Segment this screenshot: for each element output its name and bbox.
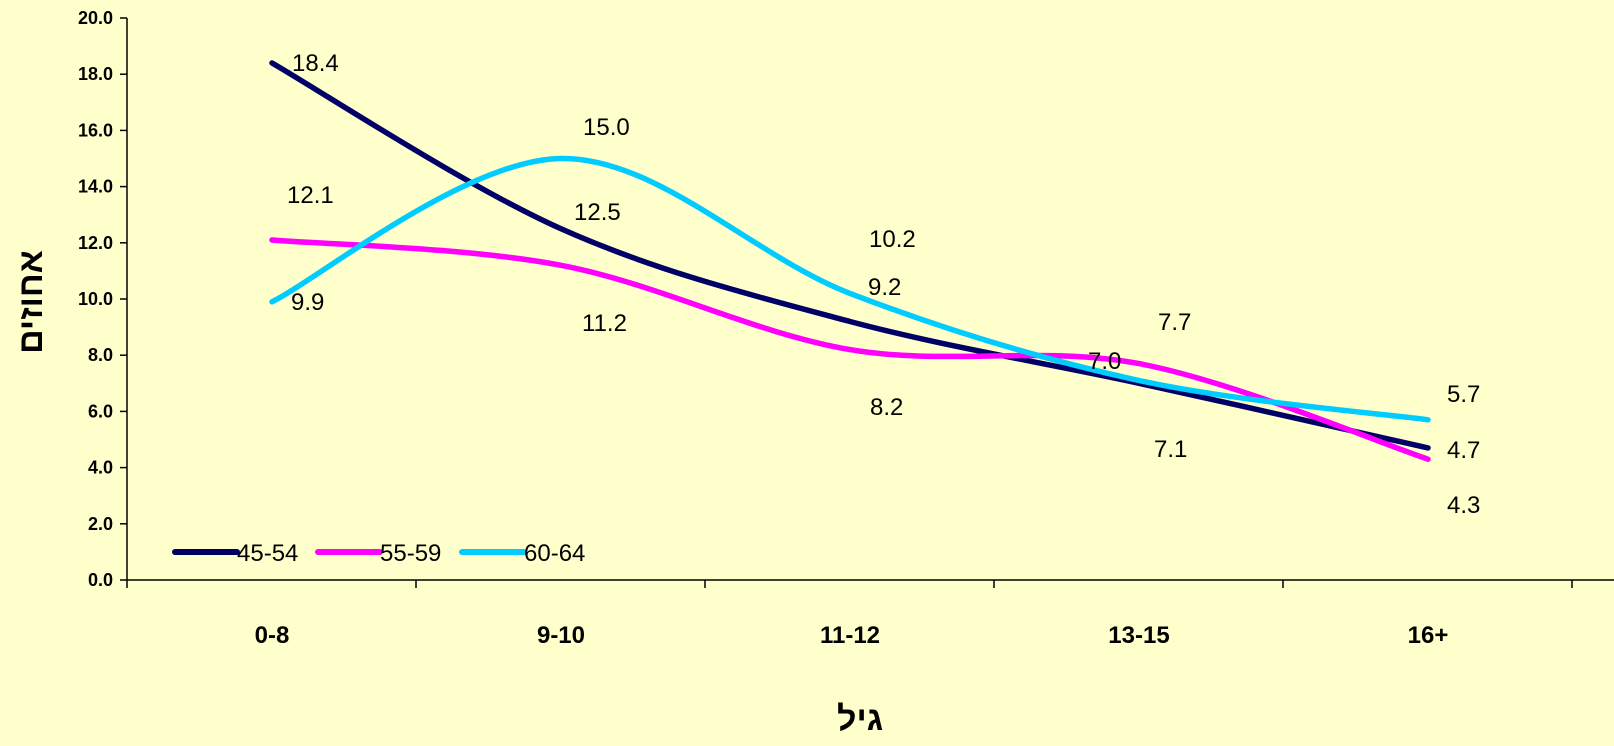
y-tick-label: 12.0: [78, 233, 113, 253]
axes: 0.0 2.0 4.0 6.0 8.0 10.0 12.0 14.0 16.0 18.0 20.0 0…: [78, 8, 1614, 649]
data-label-55-59: 4.3: [1447, 492, 1480, 519]
y-tick-label: 14.0: [78, 177, 113, 197]
data-label-60-64: 7.1: [1154, 436, 1187, 463]
data-label-45-54: 18.4: [292, 50, 339, 77]
series-line-55-59: [269, 237, 1431, 462]
data-label-60-64: 9.9: [291, 289, 324, 316]
y-tick-label: 8.0: [88, 345, 113, 365]
data-label-45-54: 7.0: [1088, 348, 1121, 375]
legend: 45-54 55-59 60-64: [172, 540, 585, 567]
data-label-45-54: 4.7: [1447, 437, 1480, 464]
y-tick-label: 10.0: [78, 289, 113, 309]
legend-label-45-54: 45-54: [237, 540, 298, 567]
x-tick-label: 16+: [1408, 622, 1449, 649]
x-tick-label: 0-8: [255, 622, 290, 649]
data-label-55-59: 11.2: [582, 310, 627, 337]
y-tick-label: 4.0: [88, 458, 113, 478]
y-tick-label: 18.0: [78, 64, 113, 84]
legend-label-60-64: 60-64: [524, 540, 585, 567]
data-label-45-54: 9.2: [868, 274, 901, 301]
data-label-60-64: 10.2: [869, 226, 916, 253]
data-labels: 18.4 12.5 9.2 7.0 4.7 12.1 11.2 8.2 7.7 4.3 9.9 15.…: [287, 50, 1480, 519]
y-axis-title: אחוזים: [12, 250, 50, 354]
x-tick-label: 13-15: [1108, 622, 1169, 649]
x-tick-label: 9-10: [537, 622, 585, 649]
legend-label-55-59: 55-59: [380, 540, 441, 567]
data-label-55-59: 12.1: [287, 182, 334, 209]
data-label-60-64: 15.0: [583, 114, 630, 141]
y-tick-label: 0.0: [88, 570, 113, 590]
series-line-45-54: [269, 60, 1431, 451]
data-label-45-54: 12.5: [574, 199, 621, 226]
data-label-60-64: 5.7: [1447, 381, 1480, 408]
x-tick-label: 11-12: [820, 622, 880, 649]
data-label-55-59: 8.2: [870, 394, 903, 421]
y-tick-label: 16.0: [78, 120, 113, 140]
x-axis-title: גיל: [837, 700, 883, 738]
series-lines: [269, 60, 1431, 462]
y-tick-label: 20.0: [78, 8, 113, 28]
y-tick-label: 6.0: [88, 401, 113, 421]
data-label-55-59: 7.7: [1158, 309, 1191, 336]
y-tick-label: 2.0: [88, 514, 113, 534]
series-line-60-64: [269, 155, 1431, 423]
